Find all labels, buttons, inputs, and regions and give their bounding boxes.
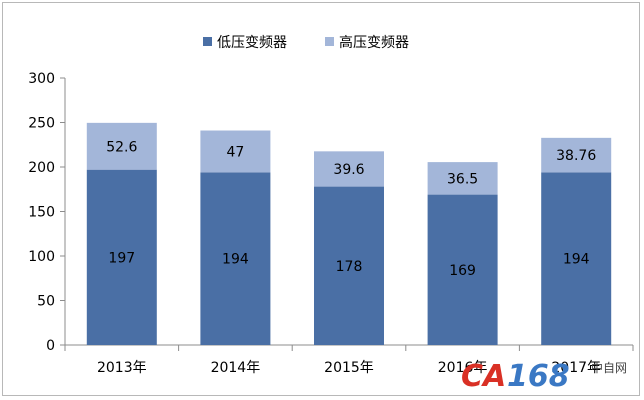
chart-frame: 低压变频器 高压变频器 0 50 100 150 200 250 300 197 52.6 194… — [2, 2, 640, 396]
data-label-high-voltage: 39.6 — [333, 162, 364, 178]
y-tick-label: 150 — [28, 205, 55, 221]
bars: 197 52.6 194 47 178 39.6 169 36.5 194 38.76 — [86, 122, 612, 345]
x-category-label: 2015年 — [324, 360, 374, 376]
bar-low-voltage — [427, 194, 498, 345]
bar-high-voltage — [314, 151, 384, 187]
watermark-site-text: 中自网 — [591, 360, 627, 375]
legend-swatch — [203, 37, 212, 46]
bar-low-voltage — [314, 186, 384, 345]
watermark-168-text: 168 — [507, 359, 570, 394]
bar-high-voltage — [86, 122, 157, 170]
data-label-high-voltage: 36.5 — [447, 171, 478, 187]
stacked-bar-chart: 低压变频器 高压变频器 0 50 100 150 200 250 300 197 52.6 194… — [28, 34, 634, 394]
y-tick-label: 0 — [46, 338, 55, 354]
data-label-low-voltage: 169 — [449, 263, 476, 279]
bar-high-voltage — [427, 162, 498, 195]
watermark-ca-text: CA — [461, 359, 506, 394]
data-label-high-voltage: 52.6 — [106, 139, 137, 155]
x-category-label: 2017年 — [551, 360, 601, 376]
legend-entry: 高压变频器 — [339, 34, 409, 51]
x-axis-labels: 2013年 2014年 2015年 2016年 2017年 — [97, 360, 601, 376]
bar-high-voltage — [200, 130, 271, 173]
y-tick-label: 250 — [28, 116, 55, 132]
data-label-low-voltage: 194 — [222, 252, 249, 268]
data-label-low-voltage: 194 — [563, 252, 590, 268]
data-label-high-voltage: 38.76 — [556, 148, 596, 164]
x-category-label: 2014年 — [211, 360, 261, 376]
x-category-label: 2013年 — [97, 360, 147, 376]
y-axis: 0 50 100 150 200 250 300 — [28, 71, 634, 354]
bar-high-voltage — [541, 137, 612, 173]
y-tick-label: 300 — [28, 71, 55, 87]
legend: 低压变频器 高压变频器 — [203, 34, 409, 51]
legend-swatch — [325, 37, 334, 46]
bar-low-voltage — [200, 172, 271, 345]
data-label-high-voltage: 47 — [226, 144, 244, 160]
y-tick-label: 200 — [28, 160, 55, 176]
y-tick-label: 50 — [37, 294, 55, 310]
bar-low-voltage — [86, 169, 157, 345]
x-category-label: 2016年 — [438, 360, 488, 376]
y-tick-label: 100 — [28, 249, 55, 265]
legend-entry: 低压变频器 — [217, 35, 287, 51]
bar-low-voltage — [541, 172, 612, 345]
ca168-watermark-logo: CA 168 中自网 — [461, 359, 627, 394]
data-label-low-voltage: 197 — [108, 250, 135, 266]
data-label-low-voltage: 178 — [336, 259, 363, 275]
